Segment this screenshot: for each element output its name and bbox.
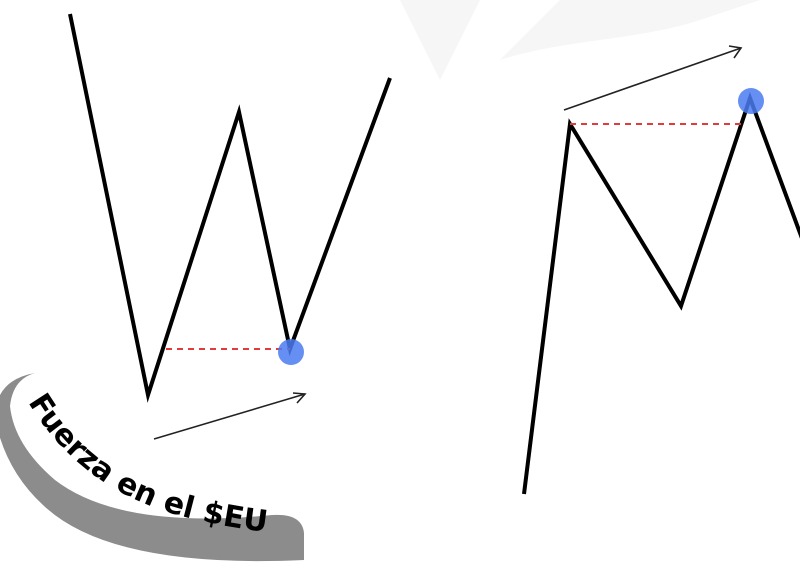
m-pattern-line — [522, 91, 800, 495]
m-breakout-dot — [738, 88, 764, 114]
badge-background — [0, 373, 304, 562]
watermark-logo — [400, 0, 760, 80]
m-pattern — [522, 45, 800, 495]
w-pattern-line — [68, 13, 392, 403]
thin-arrow-icon — [153, 392, 307, 440]
w-breakout-dot — [278, 339, 304, 365]
thin-arrow-icon — [563, 45, 743, 111]
w-pattern — [68, 13, 392, 440]
strength-badge: Fuerza en el $EU — [0, 373, 304, 562]
